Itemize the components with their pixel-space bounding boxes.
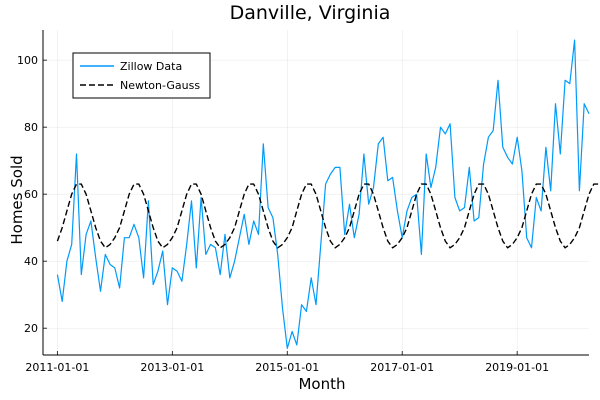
axes [42,30,589,356]
y-tick-label: 40 [24,255,38,268]
x-tick-label: 2017-01-01 [370,361,434,374]
tick-labels: 2011-01-01 2013-01-01 2015-01-01 2017-01-01… [17,54,549,374]
y-tick-label: 60 [24,188,38,201]
series-layer [56,39,599,349]
x-tick-label: 2013-01-01 [140,361,204,374]
y-tick-label: 100 [17,54,38,67]
series-line-zillow-data [56,39,590,349]
x-axis-label: Month [298,375,345,393]
grid [43,30,589,355]
y-tick-label: 80 [24,121,38,134]
x-tick-label: 2011-01-01 [25,361,89,374]
legend-box [72,52,211,99]
x-tick-label: 2019-01-01 [485,361,549,374]
legend-label-newton-gauss: Newton-Gauss [120,79,200,92]
legend-label-zillow-data: Zillow Data [120,60,182,73]
chart-title: Danville, Virginia [230,2,391,24]
series-line-newton-gauss [56,183,599,249]
y-axis-label: Homes Sold [8,155,26,244]
legend: Zillow Data Newton-Gauss [72,52,211,99]
x-tick-label: 2015-01-01 [255,361,319,374]
y-tick-label: 20 [24,322,38,335]
